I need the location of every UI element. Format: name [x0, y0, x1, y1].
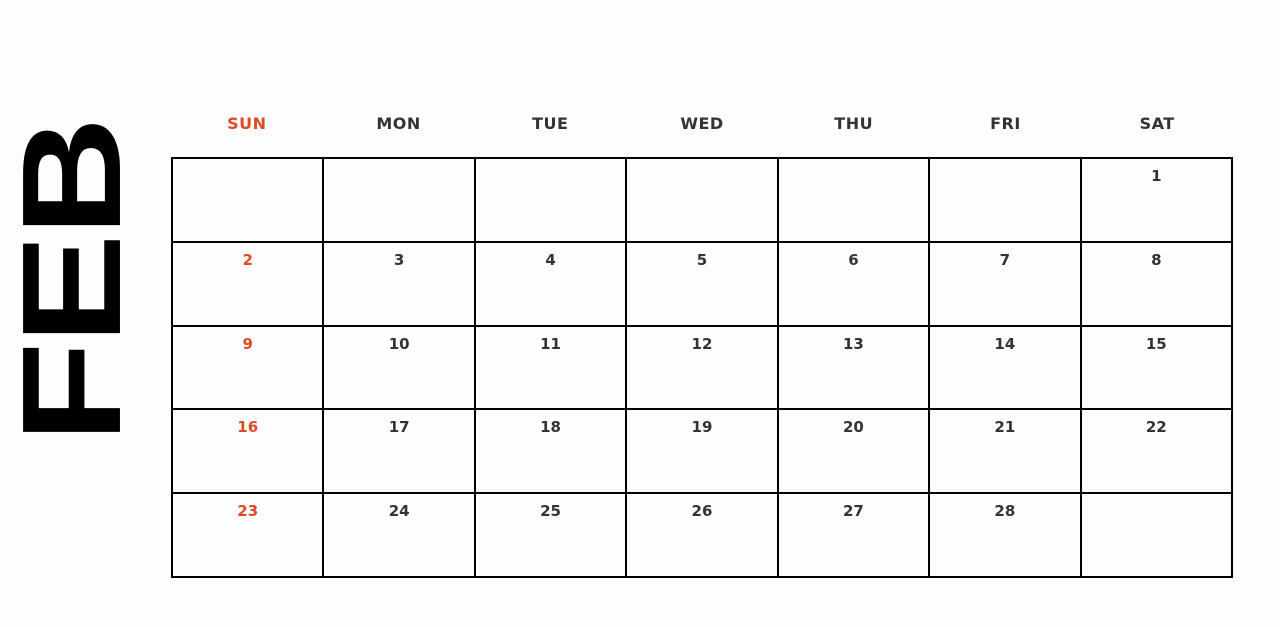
day-cell[interactable]	[626, 158, 778, 242]
month-label: FEB	[0, 119, 151, 443]
weekday-sat: SAT	[1139, 114, 1175, 133]
day-cell[interactable]: 20	[777, 409, 930, 494]
day-cell[interactable]: 6	[777, 241, 930, 326]
day-cell[interactable]: 13	[777, 325, 930, 410]
day-cell[interactable]: 27	[777, 493, 930, 577]
day-cell[interactable]: 7	[929, 241, 1081, 326]
day-cell[interactable]: 8	[1080, 241, 1232, 326]
day-cell[interactable]: 24	[323, 493, 475, 577]
weekday-sun: SUN	[227, 114, 267, 133]
calendar-grid: 1 2 3 4 5 6 7 8 9 10 11 12 13 14 15 16 17 18 19 20 21 22 23 24 2…	[171, 157, 1233, 578]
weekday-thu: THU	[834, 114, 874, 133]
day-cell[interactable]: 19	[626, 409, 778, 494]
weekday-header: SUN MON TUE WED THU FRI SAT	[171, 114, 1233, 133]
day-cell[interactable]: 28	[929, 493, 1081, 577]
day-cell[interactable]: 2	[172, 241, 324, 326]
day-cell[interactable]: 11	[474, 325, 627, 410]
weekday-wed: WED	[680, 114, 724, 133]
day-cell[interactable]	[323, 158, 475, 242]
day-cell[interactable]: 12	[626, 325, 778, 410]
day-cell[interactable]: 14	[929, 325, 1081, 410]
day-cell[interactable]: 18	[474, 409, 627, 494]
day-cell[interactable]	[929, 158, 1081, 242]
day-cell[interactable]: 25	[474, 493, 627, 577]
day-cell[interactable]: 9	[172, 325, 324, 410]
weekday-mon: MON	[376, 114, 421, 133]
day-cell[interactable]: 5	[626, 241, 778, 326]
day-cell[interactable]	[777, 158, 930, 242]
day-cell[interactable]	[172, 158, 324, 242]
day-cell[interactable]	[474, 158, 627, 242]
day-cell[interactable]: 1	[1080, 158, 1232, 242]
day-cell[interactable]: 15	[1080, 325, 1232, 410]
day-cell[interactable]: 10	[323, 325, 475, 410]
day-cell[interactable]: 4	[474, 241, 627, 326]
weekday-tue: TUE	[532, 114, 569, 133]
day-cell[interactable]: 26	[626, 493, 778, 577]
day-cell[interactable]: 23	[172, 493, 324, 577]
weekday-fri: FRI	[990, 114, 1021, 133]
day-cell[interactable]: 21	[929, 409, 1081, 494]
day-cell[interactable]	[1080, 493, 1232, 577]
day-cell[interactable]: 17	[323, 409, 475, 494]
day-cell[interactable]: 16	[172, 409, 324, 494]
day-cell[interactable]: 3	[323, 241, 475, 326]
day-cell[interactable]: 22	[1080, 409, 1232, 494]
